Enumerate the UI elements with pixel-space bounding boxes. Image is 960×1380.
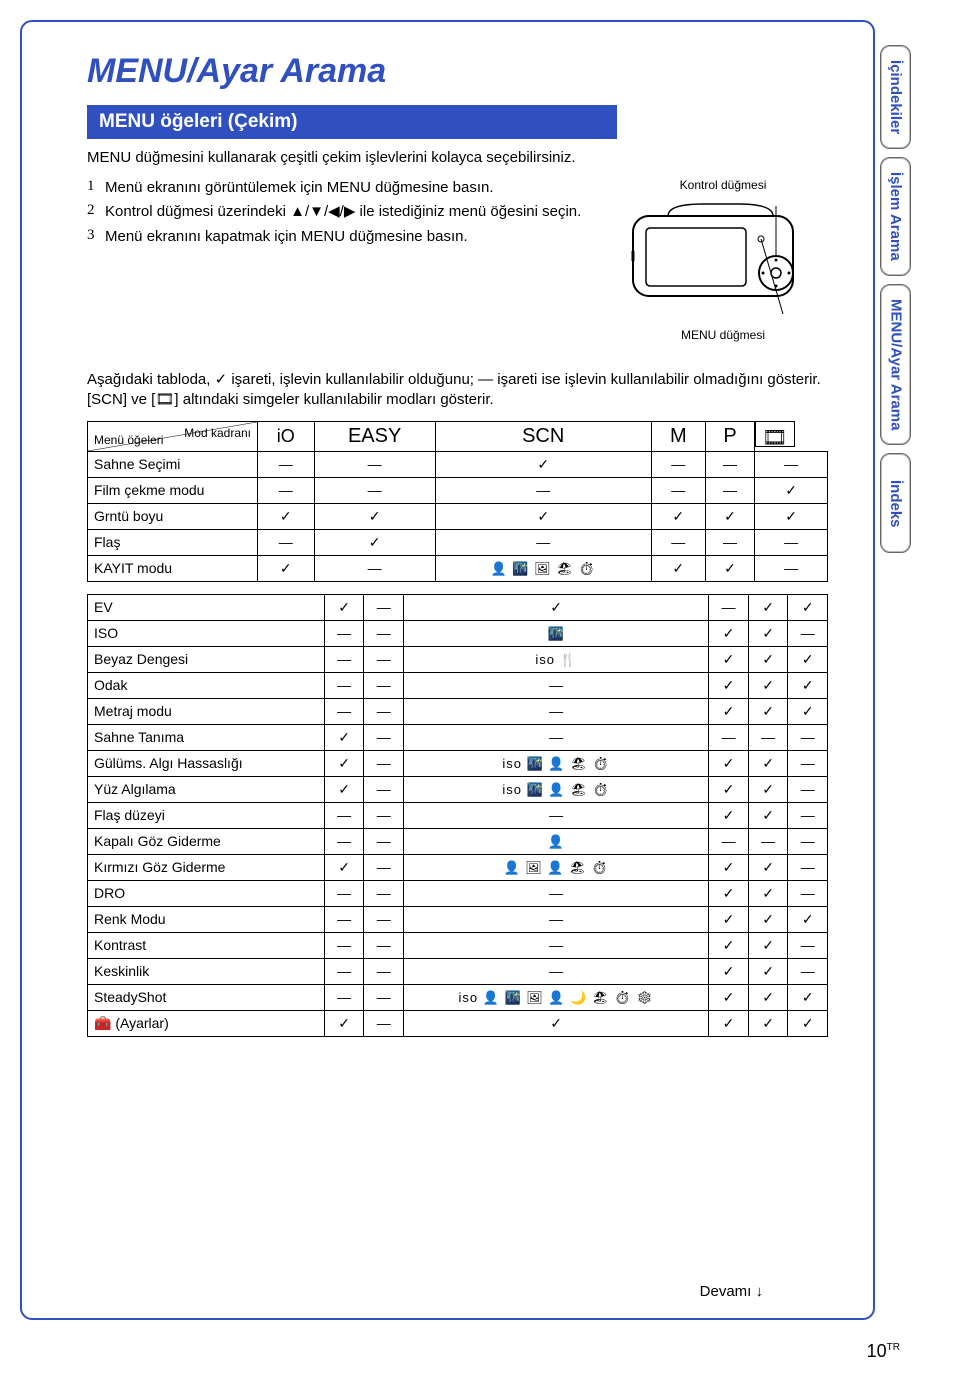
table-row: KAYIT modu <box>88 555 258 581</box>
table-row: Renk Modu <box>88 906 325 932</box>
camera-label-top: Kontrol düğmesi <box>618 178 828 192</box>
camera-icon <box>628 196 818 321</box>
table-row: Keskinlik <box>88 958 325 984</box>
table-row: Sahne Seçimi <box>88 451 258 477</box>
continue-link[interactable]: Devamı ↓ <box>700 1283 763 1300</box>
table-row: SteadyShot <box>88 984 325 1010</box>
tab-contents[interactable]: İçindekiler <box>880 45 911 149</box>
camera-figure: Kontrol düğmesi MENU düğmesi <box>618 178 828 342</box>
table-row: EV <box>88 594 325 620</box>
table-row: Grntü boyu <box>88 503 258 529</box>
step-2: Kontrol düğmesi üzerindeki ▲/▼/◀/▶ ile i… <box>105 202 581 222</box>
table-row: Kırmızı Göz Giderme <box>88 854 325 880</box>
table-row: Sahne Tanıma <box>88 724 325 750</box>
table-row: Kontrast <box>88 932 325 958</box>
table-row: Odak <box>88 672 325 698</box>
table-row: Flaş <box>88 529 258 555</box>
camera-label-bottom: MENU düğmesi <box>618 328 828 342</box>
step-3: Menü ekranını kapatmak için MENU düğmesi… <box>105 227 468 247</box>
table-row: ISO <box>88 620 325 646</box>
table-row: Kapalı Göz Giderme <box>88 828 325 854</box>
table-row: Beyaz Dengesi <box>88 646 325 672</box>
table-row: Gülüms. Algı Hassaslığı <box>88 750 325 776</box>
intro-text: MENU düğmesini kullanarak çeşitli çekim … <box>87 149 828 166</box>
section-header: MENU öğeleri (Çekim) <box>87 105 617 139</box>
table-row: 🧰 (Ayarlar) <box>88 1010 325 1036</box>
table-row: Film çekme modu <box>88 477 258 503</box>
table-row: Yüz Algılama <box>88 776 325 802</box>
page-title: MENU/Ayar Arama <box>87 52 828 91</box>
tab-index[interactable]: İndeks <box>880 453 911 553</box>
table-description: Aşağıdaki tabloda, ✓ işareti, işlevin ku… <box>87 370 828 411</box>
step-list: 1Menü ekranını görüntülemek için MENU dü… <box>87 178 598 342</box>
compat-table: EVISO🌃Beyaz Dengesiiso 🍴OdakMetraj moduS… <box>87 594 828 1037</box>
table-row: DRO <box>88 880 325 906</box>
tab-operation-search[interactable]: İşlem Arama <box>880 157 911 276</box>
step-1: Menü ekranını görüntülemek için MENU düğ… <box>105 178 494 198</box>
compat-table: Mod kadranıMenü öğeleriiOEASYSCNMP🎞Sahne… <box>87 421 828 582</box>
table-row: Flaş düzeyi <box>88 802 325 828</box>
tab-menu-search[interactable]: MENU/Ayar Arama <box>880 284 911 445</box>
compatibility-tables: Mod kadranıMenü öğeleriiOEASYSCNMP🎞Sahne… <box>87 421 828 1037</box>
page-number: 10TR <box>867 1341 900 1362</box>
table-row: Metraj modu <box>88 698 325 724</box>
